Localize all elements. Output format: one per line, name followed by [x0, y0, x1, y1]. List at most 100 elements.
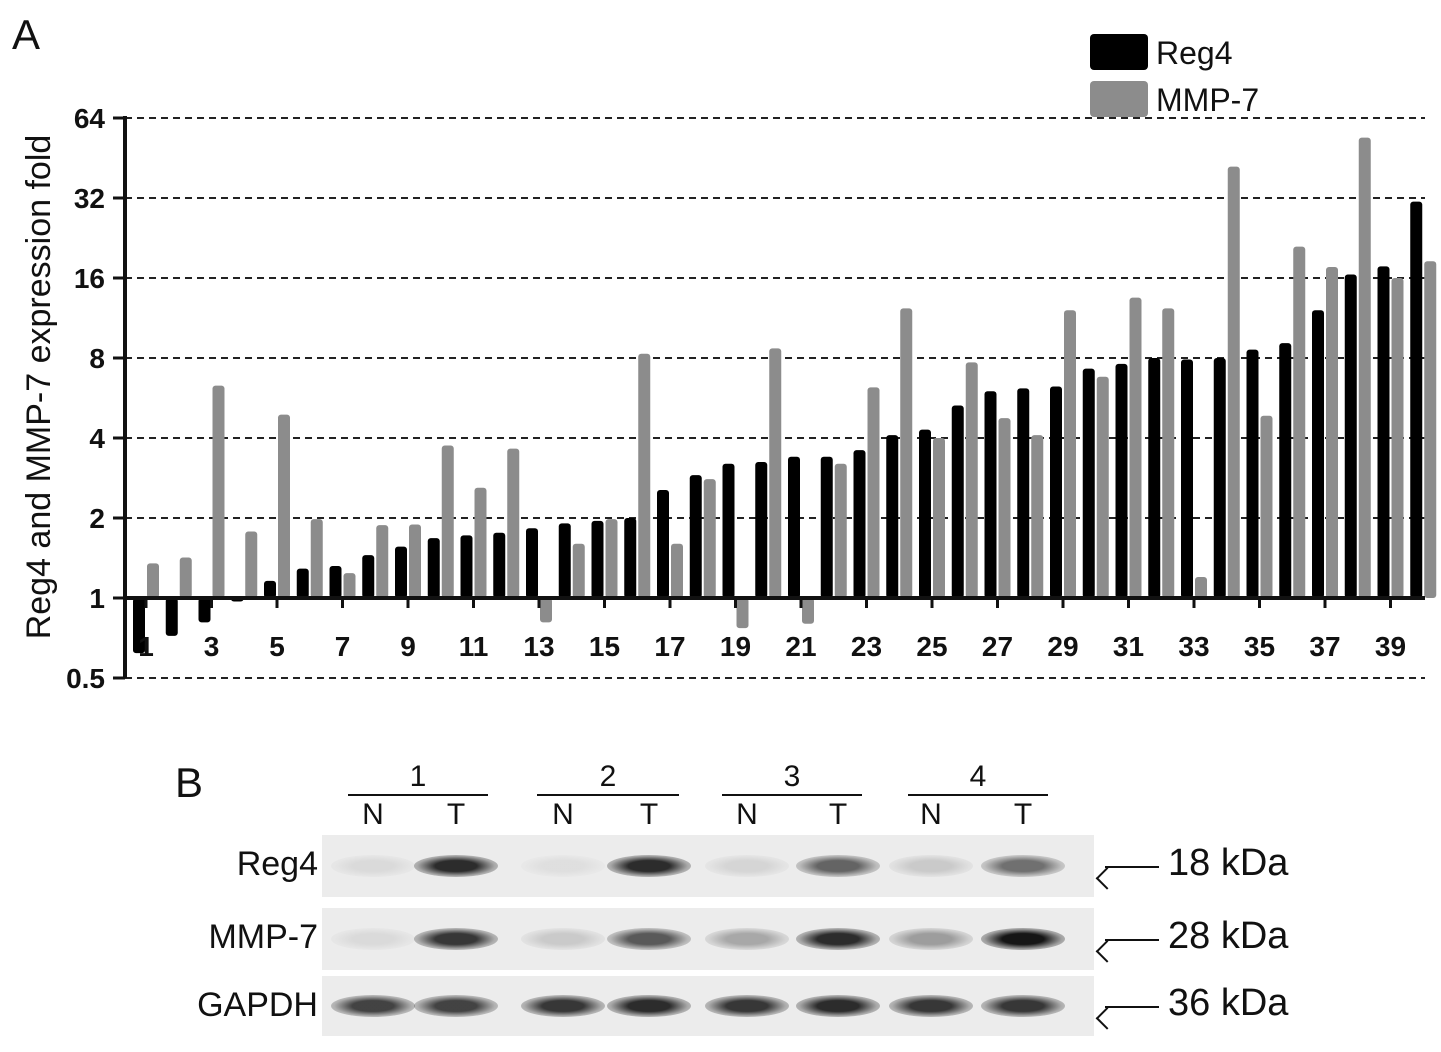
bar-reg4-17	[657, 489, 669, 598]
lane-label-5: N	[736, 798, 758, 831]
bar-mmp7-40	[1424, 261, 1437, 598]
band-mmp7-8	[981, 928, 1065, 950]
bar-reg4-36	[1279, 343, 1292, 598]
band-gapdh-1	[331, 995, 415, 1017]
sample-bracket-4	[908, 794, 1048, 796]
bar-mmp7-10	[441, 445, 454, 598]
x-tick-label-15: 15	[589, 631, 620, 662]
bar-reg4-22	[820, 456, 833, 598]
bar-mmp7-8	[376, 525, 389, 598]
bar-reg4-15	[591, 520, 604, 598]
band-mmp7-2	[414, 928, 498, 950]
bar-mmp7-27	[998, 418, 1011, 598]
bar-reg4-5	[264, 580, 276, 598]
x-tick-label-37: 37	[1309, 631, 1340, 662]
lane-label-8: T	[1013, 798, 1033, 831]
sample-bracket-1	[348, 794, 488, 796]
bar-mmp7-7	[343, 573, 356, 598]
band-reg4-8	[981, 855, 1065, 877]
bar-reg4-40	[1410, 201, 1423, 598]
bar-mmp7-11	[474, 487, 487, 598]
bar-reg4-9	[395, 546, 407, 598]
lane-label-6: T	[828, 798, 848, 831]
bar-mmp7-9	[409, 524, 421, 598]
bar-reg4-13	[526, 528, 538, 598]
bar-mmp7-24	[900, 308, 913, 598]
x-tick-label-5: 5	[269, 631, 285, 662]
bar-mmp7-6	[310, 519, 323, 598]
sample-number-4: 4	[969, 760, 987, 793]
bar-mmp7-34	[1227, 166, 1240, 598]
band-gapdh-2	[414, 995, 498, 1017]
band-gapdh-7	[889, 995, 973, 1017]
blot-label-mmp7: MMP-7	[208, 918, 318, 956]
bar-mmp7-16	[638, 353, 651, 598]
bar-reg4-12	[493, 532, 506, 598]
band-mmp7-6	[796, 928, 880, 950]
bar-reg4-32	[1148, 358, 1161, 598]
x-tick-label-3: 3	[204, 631, 220, 662]
bar-mmp7-39	[1391, 278, 1404, 598]
sample-number-1: 1	[409, 760, 427, 793]
band-reg4-5	[705, 855, 789, 877]
bar-reg4-20	[755, 461, 768, 598]
bar-mmp7-33	[1195, 576, 1207, 598]
y-tick-label-4: 4	[89, 423, 105, 454]
band-mmp7-3	[521, 928, 605, 950]
bar-mmp7-21	[802, 598, 814, 624]
arrow-gapdh	[1105, 1006, 1159, 1008]
x-tick-label-35: 35	[1244, 631, 1275, 662]
band-mmp7-5	[705, 928, 789, 950]
band-reg4-7	[889, 855, 973, 877]
bar-reg4-2	[165, 598, 178, 636]
bar-mmp7-2	[179, 557, 192, 598]
bar-mmp7-29	[1064, 310, 1076, 598]
bar-mmp7-36	[1293, 246, 1306, 598]
bar-mmp7-18	[703, 479, 716, 598]
bar-reg4-35	[1246, 349, 1259, 598]
bar-mmp7-38	[1358, 137, 1371, 598]
x-tick-label-11: 11	[459, 631, 489, 662]
x-tick-label-25: 25	[916, 631, 947, 662]
bar-mmp7-19	[736, 598, 749, 629]
lane-label-7: N	[920, 798, 942, 831]
bar-mmp7-17	[671, 543, 683, 598]
bar-reg4-24	[886, 435, 899, 598]
bar-reg4-29	[1050, 386, 1062, 598]
bar-reg4-27	[984, 391, 997, 598]
bar-reg4-3	[198, 598, 211, 623]
x-tick-label-39: 39	[1375, 631, 1406, 662]
bar-mmp7-13	[540, 598, 552, 623]
bar-mmp7-32	[1162, 308, 1175, 598]
blot-strip-mmp7	[322, 908, 1094, 970]
bar-mmp7-4	[245, 531, 258, 598]
bar-mmp7-20	[769, 348, 782, 598]
legend: Reg4 MMP-7	[1090, 34, 1259, 118]
bar-mmp7-3	[212, 385, 225, 598]
x-tick-label-1: 1	[138, 631, 154, 662]
size-label-mmp7: 28 kDa	[1168, 915, 1289, 957]
x-tick-label-29: 29	[1047, 631, 1078, 662]
bar-reg4-28	[1017, 388, 1030, 598]
band-gapdh-5	[705, 995, 789, 1017]
x-tick-label-31: 31	[1113, 631, 1144, 662]
legend-swatch-reg4	[1090, 34, 1148, 70]
x-tick-label-21: 21	[785, 631, 816, 662]
sample-bracket-2	[537, 794, 679, 796]
band-mmp7-4	[607, 928, 691, 950]
bar-mmp7-26	[965, 362, 978, 598]
bar-reg4-23	[853, 450, 866, 598]
bar-reg4-38	[1344, 274, 1357, 598]
sample-bracket-3	[722, 794, 862, 796]
bar-reg4-31	[1115, 363, 1128, 598]
y-tick-label-1: 1	[89, 583, 105, 614]
bars	[133, 137, 1437, 654]
size-label-gapdh: 36 kDa	[1168, 982, 1289, 1024]
bar-mmp7-23	[867, 387, 880, 598]
x-tick-label-7: 7	[335, 631, 351, 662]
panel-a-label: A	[12, 11, 41, 58]
bar-reg4-7	[329, 565, 342, 598]
arrow-mmp7	[1105, 939, 1159, 941]
